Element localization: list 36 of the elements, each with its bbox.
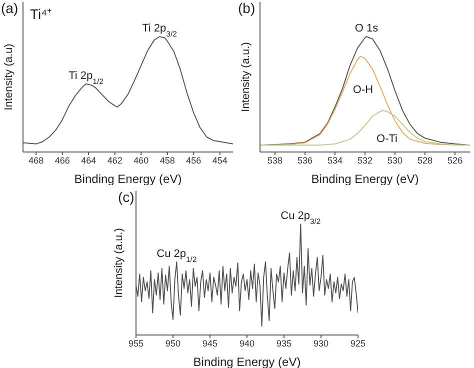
chart-title: (c) xyxy=(118,189,134,205)
chart-title: (b) xyxy=(238,0,256,16)
x-tick-label: 538 xyxy=(267,155,283,166)
text: Ti⁴⁺ xyxy=(30,5,52,23)
annotation: Ti 2p$_{3/2}$ xyxy=(142,22,177,38)
x-tick-label: 526 xyxy=(447,155,463,166)
annotation: O-Ti xyxy=(376,133,398,145)
x-tick-label: 925 xyxy=(350,338,366,348)
x-tick-label: 458 xyxy=(160,155,175,166)
x-tick-label: 460 xyxy=(134,155,149,166)
annotation: Ti 2p$_{1/2}$ xyxy=(68,70,104,86)
x-tick-label: 456 xyxy=(186,155,202,166)
annotation: Cu 2p$_{3/2}$ xyxy=(280,210,321,226)
x-tick-label: 930 xyxy=(313,338,329,348)
x-tick-label: 528 xyxy=(417,155,433,166)
y-axis-title: Intensity (a.u.) xyxy=(240,42,252,112)
y-axis-title: Intensity (a.u) xyxy=(2,44,15,110)
chart-title: (a) xyxy=(1,0,18,16)
x-tick-label: 955 xyxy=(128,338,144,348)
x-tick-label: 940 xyxy=(239,338,255,348)
x-tick-label: 468 xyxy=(28,155,44,166)
annotation: O-H xyxy=(352,84,374,96)
x-tick-label: 536 xyxy=(297,155,313,166)
x-tick-label: 466 xyxy=(54,155,70,166)
x-tick-label: 464 xyxy=(81,155,96,166)
annotation: Cu 2p$_{1/2}$ xyxy=(156,248,197,264)
x-tick-label: 534 xyxy=(327,155,343,166)
x-tick-label: 532 xyxy=(357,155,373,166)
x-tick-label: 945 xyxy=(202,338,218,348)
x-tick-label: 935 xyxy=(276,338,292,348)
x-tick-label: 462 xyxy=(107,155,122,166)
x-tick-label: 950 xyxy=(165,338,181,348)
annotation: O 1s xyxy=(354,22,379,35)
x-tick-label: 454 xyxy=(212,155,228,166)
y-axis-title: Intensity (a.u.) xyxy=(112,228,125,298)
x-tick-label: 530 xyxy=(387,155,403,166)
